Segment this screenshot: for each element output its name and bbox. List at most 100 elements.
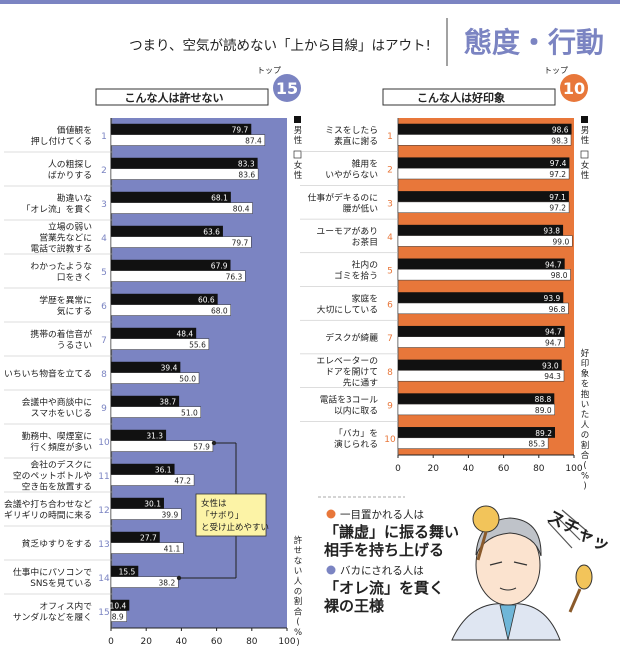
chart1-rank-3: 3 <box>101 200 107 210</box>
sound-effect-text: スチャッ <box>544 507 613 557</box>
chart1-bar-male-4 <box>111 225 223 237</box>
chart2-rank-3: 3 <box>387 199 393 209</box>
chart2-legend-male-char: 男 <box>581 126 590 136</box>
chart2-rank-8: 8 <box>387 368 393 378</box>
chart2-bar-female-9 <box>397 403 555 416</box>
chart1-category-label-12-1: 会議や打ち合わせなど <box>4 498 92 510</box>
section-title: 態度・行動 <box>464 26 604 59</box>
chart2-value-female-4: 99.0 <box>553 237 570 246</box>
chart2-axis-label-char: % <box>581 471 589 481</box>
chart1-legend-female-char: 性 <box>294 170 303 181</box>
chart1-value-female-2: 83.6 <box>238 171 255 180</box>
chart2-category-label-4-1: ユーモアがあり <box>316 225 378 237</box>
chart1-value-male-1: 79.7 <box>232 126 249 135</box>
chart2-axis-label-char: 象 <box>581 368 590 379</box>
chart2-x-tick-label-0: 0 <box>395 464 401 474</box>
chart2-x-tick-label-60: 60 <box>498 464 510 474</box>
chart1-category-label-5-1: わかったような <box>30 261 92 272</box>
chart1-value-female-10: 57.9 <box>193 443 210 452</box>
chart2-legend-female-char: 女 <box>581 160 590 171</box>
chart2-axis-label-char: た <box>581 410 590 420</box>
chart2-category-label-4-2: お茶目 <box>352 236 378 248</box>
chart2-badge-circle <box>560 74 588 102</box>
chart2-value-female-7: 94.7 <box>545 338 562 347</box>
chart1-rank-15: 15 <box>98 608 109 618</box>
chart2-legend-male-char: 性 <box>581 135 590 146</box>
chart2-bar-female-8 <box>397 370 565 382</box>
chart2-bar-female-5 <box>397 269 571 281</box>
chart1-axis-label-char: 割 <box>294 596 303 607</box>
chart2-x-tick-label-80: 80 <box>533 464 545 474</box>
chart2-category-label-8-1: エレベーターの <box>316 355 378 366</box>
chart2-rank-6: 6 <box>387 300 393 310</box>
motion-lines <box>547 509 589 549</box>
chart1-value-female-9: 51.0 <box>181 409 198 418</box>
chart1-value-male-13: 27.7 <box>140 534 157 543</box>
page-subtitle: つまり、空気が読めない「上から目線」はアウト! <box>129 38 431 54</box>
chart2-axis-label-char: 割 <box>581 440 590 451</box>
chart2-axis-label-char: を <box>581 380 590 390</box>
chart2-value-male-6: 93.9 <box>544 294 561 303</box>
chart2-bar-male-1 <box>398 123 572 135</box>
chart1-category-label-11-1: 会社のデスクに <box>30 459 92 471</box>
chart1-title-bar <box>95 88 269 106</box>
chart2-category-label-5-1: 社内の <box>352 259 378 271</box>
chart2-axis-label-char: 合 <box>581 450 590 461</box>
chart1-x-tick-label-40: 40 <box>176 637 188 647</box>
chart1-category-label-11-3: 空き缶を放置する <box>22 481 92 493</box>
chart2-category-label-1-1: ミスをしたら <box>325 125 378 136</box>
chart1-category-label-9-1: 会議中や商談中に <box>22 396 92 408</box>
chart1-category-label-10-1: 勤務中、喫煙室に <box>22 430 92 442</box>
summary-line-2-2: 裸の王様 <box>324 597 385 615</box>
chart1-category-label-12-2: ギリギリの時間に来る <box>4 510 92 521</box>
chart2-rank-7: 7 <box>387 334 393 344</box>
chart1-rank-7: 7 <box>101 336 107 346</box>
chart1-badge-label: トップ <box>257 66 281 75</box>
chart1-rank-13: 13 <box>98 540 109 550</box>
chart2-category-label-10-2: 演じられる <box>334 438 378 450</box>
chart2-legend-swatch-male <box>581 116 588 123</box>
callout-box <box>195 493 267 537</box>
chart1-rank-5: 5 <box>101 268 107 278</box>
chart1-bar-male-9 <box>111 395 180 407</box>
chart1-category-label-14-1: 仕事中にパソコンで <box>13 566 92 578</box>
chart1-value-female-1: 87.4 <box>245 137 262 146</box>
chart1-axis-label-char: ) <box>296 638 299 648</box>
man-eye-left <box>489 561 503 566</box>
chart2-value-male-9: 88.8 <box>535 395 552 404</box>
chart1-legend-male-char: 性 <box>294 135 303 146</box>
chart2-category-label-2-2: いやがらない <box>325 169 378 181</box>
chart1-rank-14: 14 <box>98 574 110 584</box>
chart2-bar-male-5 <box>398 258 565 270</box>
chart1-legend-swatch-female <box>293 150 302 159</box>
chart2-axis-label-char: ) <box>583 482 586 492</box>
chart1-value-female-7: 55.6 <box>189 341 206 350</box>
chart2-category-label-9-1: 電話を3コール <box>320 393 379 405</box>
chart2-bar-female-1 <box>397 134 572 146</box>
chart2-axis-label-char: 好 <box>581 348 590 359</box>
chart1-legend-female-char: 女 <box>294 160 303 171</box>
man-eye-right <box>513 561 528 566</box>
hand-mirror-right <box>575 564 593 590</box>
chart2-value-female-9: 89.0 <box>535 406 552 415</box>
chart1-category-label-8-1: いちいち物音を立てる <box>4 368 92 380</box>
chart1-category-label-2-1: 人の粗探し <box>48 158 92 170</box>
chart1-axis-label-char: せ <box>294 546 303 556</box>
chart1-category-label-15-1: オフィス内で <box>39 600 92 612</box>
chart2-value-female-5: 98.0 <box>551 271 568 280</box>
chart1-value-female-12: 39.9 <box>162 511 179 520</box>
chart1-value-female-8: 50.0 <box>179 375 196 384</box>
summary-line-2-1: 「オレ流」を貫く <box>324 579 444 597</box>
chart1-bar-male-5 <box>111 259 231 271</box>
chart1-bar-male-8 <box>111 361 181 373</box>
man-mouth <box>499 587 517 591</box>
chart2-category-label-5-2: ゴミを拾う <box>334 270 378 282</box>
chart2-bar-female-7 <box>397 336 565 348</box>
chart2-badge-number: 10 <box>563 79 585 98</box>
chart1-bar-male-12 <box>111 497 164 509</box>
chart1-rank-11: 11 <box>98 472 109 482</box>
chart1-bar-female-9 <box>110 406 202 418</box>
chart1-category-label-3-1: 勘違いな <box>57 192 92 204</box>
chart2-axis-label-char: 印 <box>581 358 590 369</box>
